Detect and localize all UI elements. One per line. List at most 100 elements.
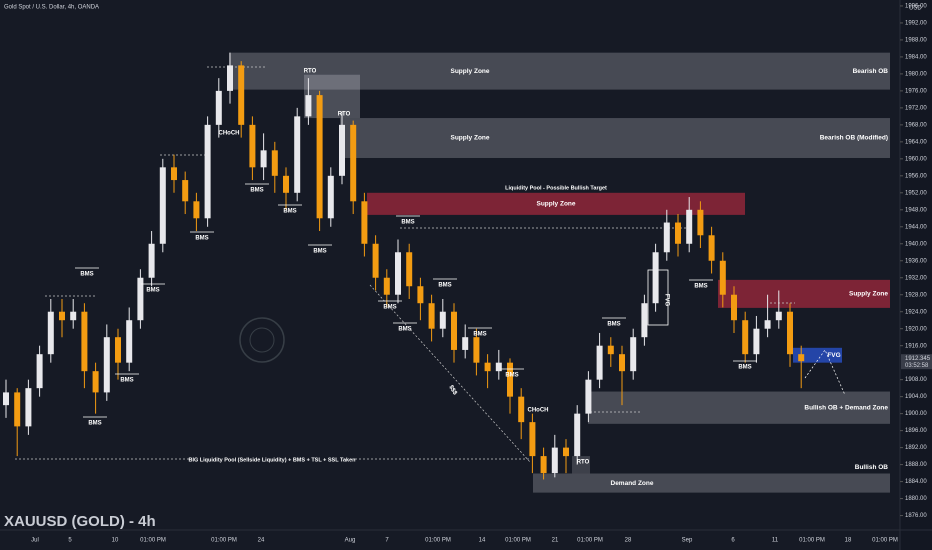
y-tick-label: 1896.00 bbox=[905, 428, 927, 434]
x-tick-label: 11 bbox=[772, 538, 779, 544]
candle-body bbox=[540, 456, 547, 474]
candle-body bbox=[484, 362, 491, 372]
y-tick-label: 1964.00 bbox=[905, 139, 927, 145]
candle-body bbox=[798, 354, 805, 362]
zone-side-label: Bearish OB bbox=[853, 68, 889, 75]
candle-body bbox=[551, 447, 558, 474]
last-price-label: 1912.345 bbox=[905, 356, 931, 362]
y-tick-label: 1916.00 bbox=[905, 343, 927, 349]
x-tick-label: 01:00 PM bbox=[140, 538, 166, 544]
candle-body bbox=[70, 311, 77, 321]
candle-body bbox=[675, 222, 681, 244]
candle-body bbox=[92, 371, 99, 393]
zone-label: Demand Zone bbox=[611, 480, 654, 487]
zone-side-label: Bullish OB + Demand Zone bbox=[804, 404, 888, 411]
x-tick-label: 14 bbox=[479, 538, 486, 544]
watermark-logo bbox=[239, 317, 285, 363]
y-tick-label: 1988.00 bbox=[905, 37, 927, 43]
y-tick-label: 1876.00 bbox=[905, 513, 927, 519]
candle-body bbox=[775, 311, 782, 321]
candle-body bbox=[563, 447, 569, 457]
candle-body bbox=[36, 354, 43, 389]
candle-body bbox=[81, 311, 88, 372]
zone-label: Supply Zone bbox=[537, 201, 576, 208]
annotation: BMS bbox=[738, 365, 751, 371]
zone bbox=[793, 347, 842, 363]
y-tick-label: 1996.00 bbox=[905, 4, 927, 10]
candle-body bbox=[25, 388, 32, 427]
candle-body bbox=[652, 252, 659, 304]
annotation: RTO bbox=[304, 69, 317, 75]
candle-body bbox=[574, 413, 581, 457]
x-tick-label: 01:00 PM bbox=[211, 538, 237, 544]
annotation: RTO bbox=[577, 460, 590, 466]
candle-body bbox=[294, 116, 301, 193]
x-tick-label: 21 bbox=[552, 538, 559, 544]
x-tick-label: 28 bbox=[625, 538, 632, 544]
y-tick-label: 1928.00 bbox=[905, 292, 927, 298]
annotation: RTO bbox=[338, 112, 351, 118]
y-tick-label: 1948.00 bbox=[905, 207, 927, 213]
y-tick-label: 1960.00 bbox=[905, 156, 927, 162]
candle-body bbox=[159, 167, 166, 244]
zone bbox=[533, 473, 890, 493]
annotation: BMS bbox=[438, 283, 451, 289]
candle-body bbox=[148, 243, 155, 278]
candle-body bbox=[596, 345, 603, 380]
annotation: BMS bbox=[473, 332, 486, 338]
candle-body bbox=[14, 392, 21, 427]
zone bbox=[229, 52, 890, 90]
y-tick-label: 1920.00 bbox=[905, 326, 927, 332]
candle-body bbox=[3, 392, 9, 406]
zone bbox=[367, 192, 745, 215]
annotation: BMS bbox=[313, 249, 326, 255]
candle-body bbox=[406, 252, 413, 287]
annotation: BMS bbox=[505, 373, 518, 379]
y-tick-label: 1976.00 bbox=[905, 88, 927, 94]
candle-body bbox=[249, 124, 256, 168]
candle-body bbox=[630, 337, 637, 372]
candle-body bbox=[607, 345, 614, 355]
y-tick-label: 1924.00 bbox=[905, 309, 927, 315]
candle-body bbox=[115, 337, 121, 363]
x-tick-label: 5 bbox=[68, 538, 72, 544]
annotation: BMS bbox=[88, 421, 101, 427]
x-tick-label: 01:00 PM bbox=[577, 538, 603, 544]
y-tick-label: 1956.00 bbox=[905, 173, 927, 179]
y-tick-label: 1900.00 bbox=[905, 411, 927, 417]
candle-body bbox=[495, 362, 502, 372]
candle-body bbox=[271, 150, 278, 176]
y-tick-label: 1932.00 bbox=[905, 275, 927, 281]
candle-body bbox=[316, 95, 323, 219]
x-tick-label: 01:00 PM bbox=[425, 538, 451, 544]
x-tick-label: Sep bbox=[682, 538, 693, 544]
candle-body bbox=[137, 277, 144, 321]
candle-body bbox=[260, 150, 267, 168]
annotation: $$$ bbox=[447, 384, 458, 396]
candle-body bbox=[439, 311, 446, 329]
candle-body bbox=[215, 90, 222, 125]
annotation: CHoCH bbox=[528, 408, 549, 414]
candle-body bbox=[395, 252, 401, 295]
y-tick-label: 1972.00 bbox=[905, 105, 927, 111]
y-tick-label: 1940.00 bbox=[905, 241, 927, 247]
candle-body bbox=[283, 175, 289, 193]
symbol-title: XAUUSD (GOLD) - 4h bbox=[4, 513, 156, 530]
candle-body bbox=[462, 337, 469, 350]
candle-body bbox=[417, 286, 424, 304]
annotation: BMS bbox=[120, 378, 133, 384]
annotation: BMS bbox=[401, 220, 414, 226]
zone-side-label: Supply Zone bbox=[849, 291, 888, 298]
y-tick-label: 1992.00 bbox=[905, 21, 927, 27]
y-tick-label: 1888.00 bbox=[905, 462, 927, 468]
candle-body bbox=[171, 167, 177, 181]
zone-side-label: Bearish OB (Modified) bbox=[820, 135, 888, 142]
y-tick-label: 1908.00 bbox=[905, 377, 927, 383]
candle-body bbox=[787, 311, 793, 355]
candle-body bbox=[428, 303, 435, 329]
candle-body bbox=[383, 277, 390, 295]
price-axis bbox=[900, 0, 932, 550]
